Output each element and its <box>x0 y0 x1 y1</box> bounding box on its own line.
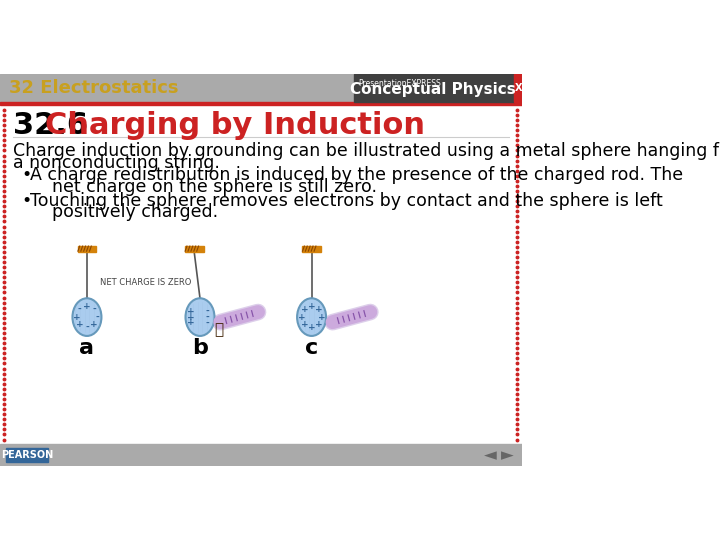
Text: PresentationEXPRESS: PresentationEXPRESS <box>358 79 441 89</box>
Text: -: - <box>85 323 89 332</box>
Text: PEARSON: PEARSON <box>1 450 53 460</box>
Ellipse shape <box>297 298 326 336</box>
Text: •: • <box>22 192 32 210</box>
Bar <box>302 246 321 252</box>
Text: net charge on the sphere is still zero.: net charge on the sphere is still zero. <box>30 178 377 196</box>
Text: Conceptual Physics: Conceptual Physics <box>351 82 516 97</box>
Ellipse shape <box>73 298 102 336</box>
Ellipse shape <box>186 298 215 336</box>
Text: +: + <box>315 305 323 314</box>
Text: +: + <box>315 320 323 329</box>
Bar <box>515 75 522 102</box>
Text: a: a <box>79 338 94 357</box>
Bar <box>6 448 48 462</box>
Text: Charging by Induction: Charging by Induction <box>45 111 425 139</box>
Text: •: • <box>22 166 32 184</box>
Text: NET CHARGE IS ZERO: NET CHARGE IS ZERO <box>100 278 192 287</box>
Text: -: - <box>205 319 209 327</box>
Text: A charge redistribution is induced by the presence of the charged rod. The: A charge redistribution is induced by th… <box>30 166 683 184</box>
Text: 32 Electrostatics: 32 Electrostatics <box>9 79 178 97</box>
Text: +: + <box>300 320 308 329</box>
Text: +: + <box>297 313 305 322</box>
Text: -: - <box>205 313 209 322</box>
Bar <box>354 75 515 102</box>
Text: +: + <box>83 302 91 312</box>
Text: +: + <box>73 313 81 322</box>
Text: ◄: ◄ <box>483 446 496 464</box>
Text: +: + <box>307 323 315 332</box>
Text: +: + <box>307 302 315 312</box>
Text: -: - <box>92 305 96 314</box>
Bar <box>0 444 522 465</box>
Text: b: b <box>192 338 208 357</box>
Text: +: + <box>91 320 98 329</box>
Text: +: + <box>187 313 195 322</box>
Text: -: - <box>205 307 209 316</box>
Text: +: + <box>76 320 84 329</box>
Bar <box>0 102 522 105</box>
Bar <box>0 75 522 102</box>
Text: -: - <box>78 305 81 314</box>
Text: Touching the sphere removes electrons by contact and the sphere is left: Touching the sphere removes electrons by… <box>30 192 663 210</box>
Text: c: c <box>305 338 318 357</box>
Text: +: + <box>318 313 325 322</box>
Text: 32.6: 32.6 <box>13 111 99 139</box>
Text: -: - <box>95 313 99 322</box>
Text: positively charged.: positively charged. <box>30 204 219 221</box>
Bar <box>78 246 96 252</box>
Text: +: + <box>300 305 308 314</box>
Text: +: + <box>187 319 195 327</box>
Text: 👉: 👉 <box>215 322 223 338</box>
Text: a nonconducting string.: a nonconducting string. <box>13 154 220 172</box>
Text: Charge induction by grounding can be illustrated using a metal sphere hanging fr: Charge induction by grounding can be ill… <box>13 143 720 160</box>
Text: +: + <box>187 307 195 316</box>
Text: X: X <box>514 83 522 93</box>
Bar <box>185 246 204 252</box>
Text: ►: ► <box>501 446 513 464</box>
